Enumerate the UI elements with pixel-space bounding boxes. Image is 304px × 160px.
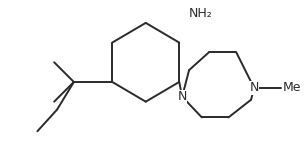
Text: Me: Me xyxy=(283,81,301,94)
Text: N: N xyxy=(178,90,187,103)
Text: NH₂: NH₂ xyxy=(189,7,213,20)
Text: N: N xyxy=(249,81,259,94)
